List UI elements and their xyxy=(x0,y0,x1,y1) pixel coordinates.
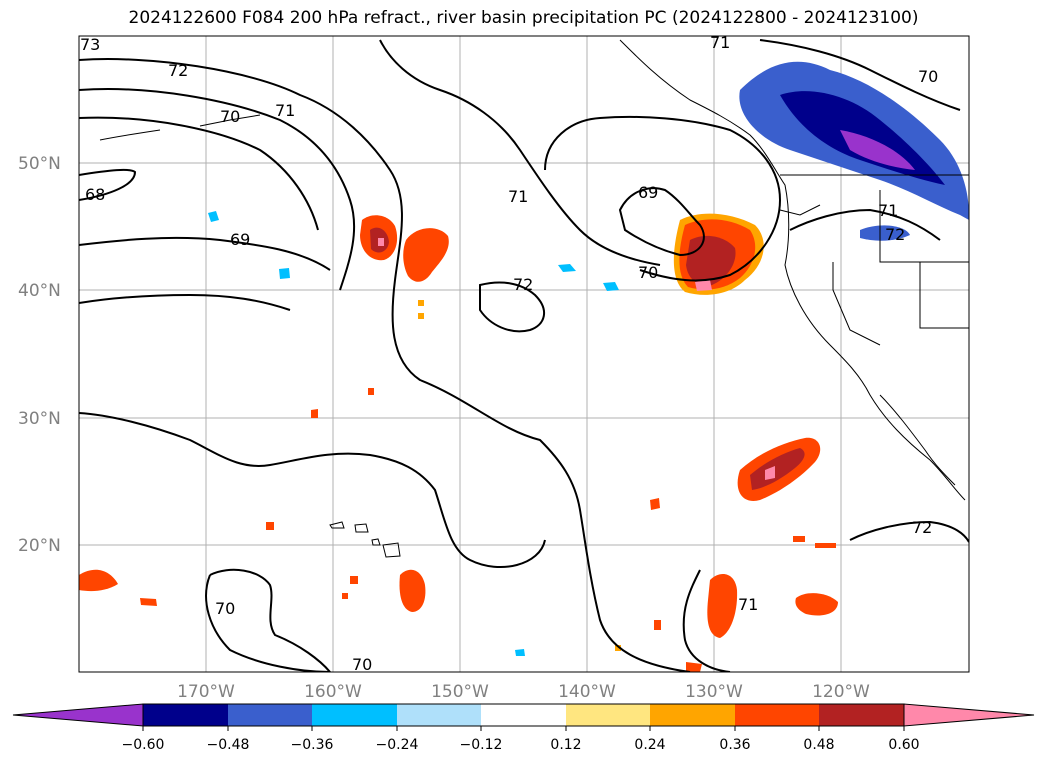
longitude-labels: 170°W 160°W 150°W 140°W 130°W 120°W xyxy=(177,682,870,702)
colorbar-segment xyxy=(481,704,566,726)
colorbar-tick-label: −0.48 xyxy=(207,737,250,753)
contour-label: 70 xyxy=(220,107,240,126)
colorbar-segment xyxy=(312,704,397,726)
colorbar-outline xyxy=(142,703,905,727)
colorbar-tick-label: 0.36 xyxy=(719,737,750,753)
lon-label: 130°W xyxy=(685,682,743,702)
contour-label: 72 xyxy=(885,225,905,244)
negative-precip-region xyxy=(208,61,969,656)
colorbar-tick-label: 0.12 xyxy=(550,737,581,753)
lon-label: 150°W xyxy=(431,682,489,702)
colorbar-segment xyxy=(819,704,904,726)
contour-labels: 73 72 71 70 71 68 69 71 69 72 70 71 70 7… xyxy=(80,33,938,674)
lat-label: 20°N xyxy=(18,536,61,556)
lon-label: 170°W xyxy=(177,682,235,702)
colorbar-tick-label: 0.48 xyxy=(803,737,834,753)
contour-label: 73 xyxy=(80,35,100,54)
positive-precip-regions xyxy=(79,213,838,672)
colorbar-right-extension xyxy=(903,703,1035,727)
colorbar-left-extension xyxy=(12,703,144,727)
contour-label: 70 xyxy=(352,655,372,674)
refractivity-contours xyxy=(79,39,969,672)
contour-label: 71 xyxy=(275,101,295,120)
contour-label: 71 xyxy=(738,595,758,614)
colorbar-tick-label: −0.60 xyxy=(122,737,165,753)
colorbar-tick-label: −0.24 xyxy=(376,737,419,753)
contour-label: 71 xyxy=(878,201,898,220)
contour-label: 70 xyxy=(918,67,938,86)
contour-label: 71 xyxy=(508,187,528,206)
plot-frame xyxy=(78,35,970,673)
colorbar-tick-label: −0.36 xyxy=(291,737,334,753)
colorbar-segment xyxy=(397,704,481,726)
coastlines xyxy=(99,39,969,558)
lon-label: 120°W xyxy=(812,682,870,702)
colorbar-tick-label: −0.12 xyxy=(460,737,503,753)
colorbar-segment xyxy=(735,704,819,726)
contour-label: 68 xyxy=(85,185,105,204)
lat-label: 40°N xyxy=(18,281,61,301)
latitude-labels: 50°N 40°N 30°N 20°N xyxy=(18,154,61,556)
lat-label: 50°N xyxy=(18,154,61,174)
map-title: 2024122600 F084 200 hPa refract., river … xyxy=(128,8,919,28)
contour-label: 70 xyxy=(215,599,235,618)
contour-label: 71 xyxy=(710,33,730,52)
contour-label: 69 xyxy=(638,183,658,202)
colorbar-segment xyxy=(143,704,228,726)
colorbar-tick-label: 0.24 xyxy=(634,737,665,753)
colorbar: −0.60 −0.48 −0.36 −0.24 −0.12 0.12 0.24 … xyxy=(12,703,1035,753)
colorbar-segment xyxy=(228,704,312,726)
colorbar-ticks xyxy=(142,726,905,731)
colorbar-segment xyxy=(566,704,650,726)
contour-label: 72 xyxy=(912,518,932,537)
contour-label: 69 xyxy=(230,230,250,249)
colorbar-segment xyxy=(650,704,735,726)
contour-label: 70 xyxy=(638,263,658,282)
contour-label: 72 xyxy=(513,275,533,294)
lon-label: 160°W xyxy=(304,682,362,702)
lon-label: 140°W xyxy=(558,682,616,702)
lat-label: 30°N xyxy=(18,409,61,429)
contour-label: 72 xyxy=(168,61,188,80)
colorbar-tick-label: 0.60 xyxy=(888,737,919,753)
